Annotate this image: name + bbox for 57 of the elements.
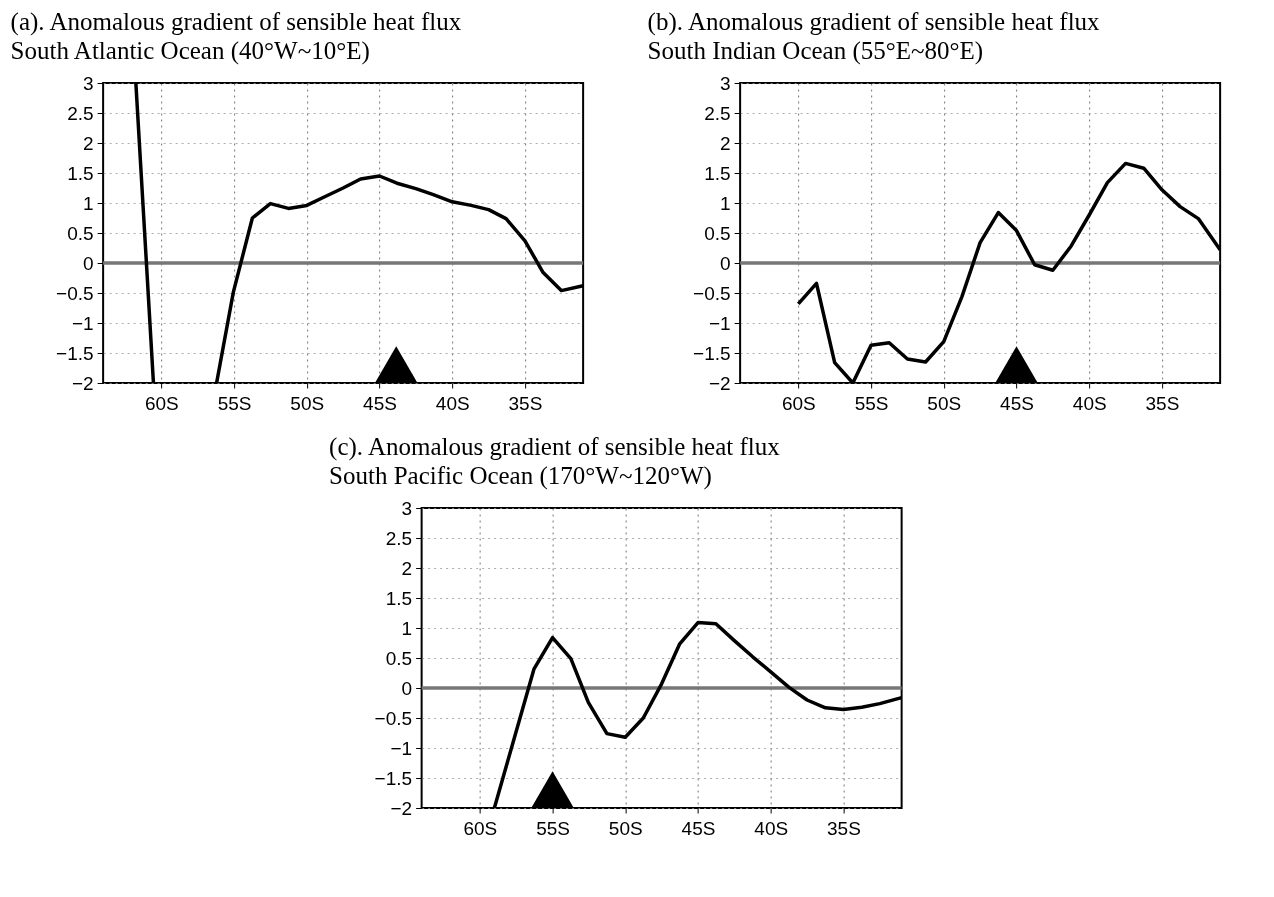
y-tick-label: −1.5 <box>693 342 731 364</box>
y-tick-label: 0 <box>720 252 731 274</box>
y-tick-label: 1.5 <box>704 162 731 184</box>
y-tick-label: −2 <box>708 372 731 394</box>
y-tick-label: 2.5 <box>704 102 731 124</box>
y-tick-label: 0.5 <box>704 222 731 244</box>
y-tick-label: 2 <box>83 132 94 154</box>
y-tick-label: −1 <box>390 737 413 759</box>
y-tick-label: 0 <box>83 252 94 274</box>
x-tick-label: 50S <box>608 817 643 839</box>
chart-title: (a). Anomalous gradient of sensible heat flux <box>10 8 462 36</box>
y-tick-label: 3 <box>720 72 731 94</box>
y-tick-label: 0.5 <box>385 647 413 669</box>
x-tick-label: 55S <box>536 817 570 839</box>
y-tick-label: −0.5 <box>374 707 413 729</box>
x-tick-label: 50S <box>927 392 962 414</box>
y-tick-label: 0.5 <box>67 222 94 244</box>
x-tick-label: 50S <box>290 392 325 414</box>
y-tick-label: 2.5 <box>385 527 413 549</box>
y-tick-label: −1.5 <box>374 767 413 789</box>
x-tick-label: 35S <box>1145 392 1180 414</box>
y-tick-label: 2 <box>720 132 731 154</box>
y-tick-label: 2 <box>401 557 413 579</box>
chart-title: (b). Anomalous gradient of sensible heat flux <box>647 8 1101 36</box>
x-tick-label: 40S <box>435 392 470 414</box>
y-tick-label: 1.5 <box>385 587 413 609</box>
y-tick-label: 1.5 <box>67 162 94 184</box>
x-tick-label: 55S <box>217 392 252 414</box>
chart-subtitle: South Indian Ocean (55°E~80°E) <box>647 37 984 65</box>
x-tick-label: 45S <box>1000 392 1034 414</box>
x-tick-label: 60S <box>144 392 179 414</box>
y-tick-label: −0.5 <box>693 282 731 304</box>
y-tick-label: 3 <box>401 497 413 519</box>
x-tick-label: 35S <box>827 817 861 839</box>
x-tick-label: 60S <box>781 392 816 414</box>
y-tick-label: 0 <box>401 677 413 699</box>
x-tick-label: 35S <box>508 392 543 414</box>
y-tick-label: −2 <box>390 797 413 819</box>
x-tick-label: 45S <box>363 392 397 414</box>
x-tick-label: 40S <box>1072 392 1107 414</box>
x-tick-label: 55S <box>854 392 889 414</box>
y-tick-label: 3 <box>83 72 94 94</box>
x-tick-label: 45S <box>681 817 716 839</box>
y-tick-label: −1 <box>71 312 94 334</box>
y-tick-label: −2 <box>71 372 94 394</box>
y-tick-label: 2.5 <box>67 102 94 124</box>
y-tick-label: −1 <box>708 312 731 334</box>
y-tick-label: 1 <box>401 617 413 639</box>
y-tick-label: 1 <box>720 192 731 214</box>
chart-subtitle: South Pacific Ocean (170°W~120°W) <box>329 462 712 490</box>
chart-subtitle: South Atlantic Ocean (40°W~10°E) <box>10 37 370 65</box>
x-tick-label: 60S <box>463 817 498 839</box>
chart-title: (c). Anomalous gradient of sensible heat flux <box>329 433 781 461</box>
y-tick-label: −0.5 <box>56 282 94 304</box>
y-tick-label: 1 <box>83 192 94 214</box>
y-tick-label: −1.5 <box>56 342 94 364</box>
x-tick-label: 40S <box>754 817 789 839</box>
